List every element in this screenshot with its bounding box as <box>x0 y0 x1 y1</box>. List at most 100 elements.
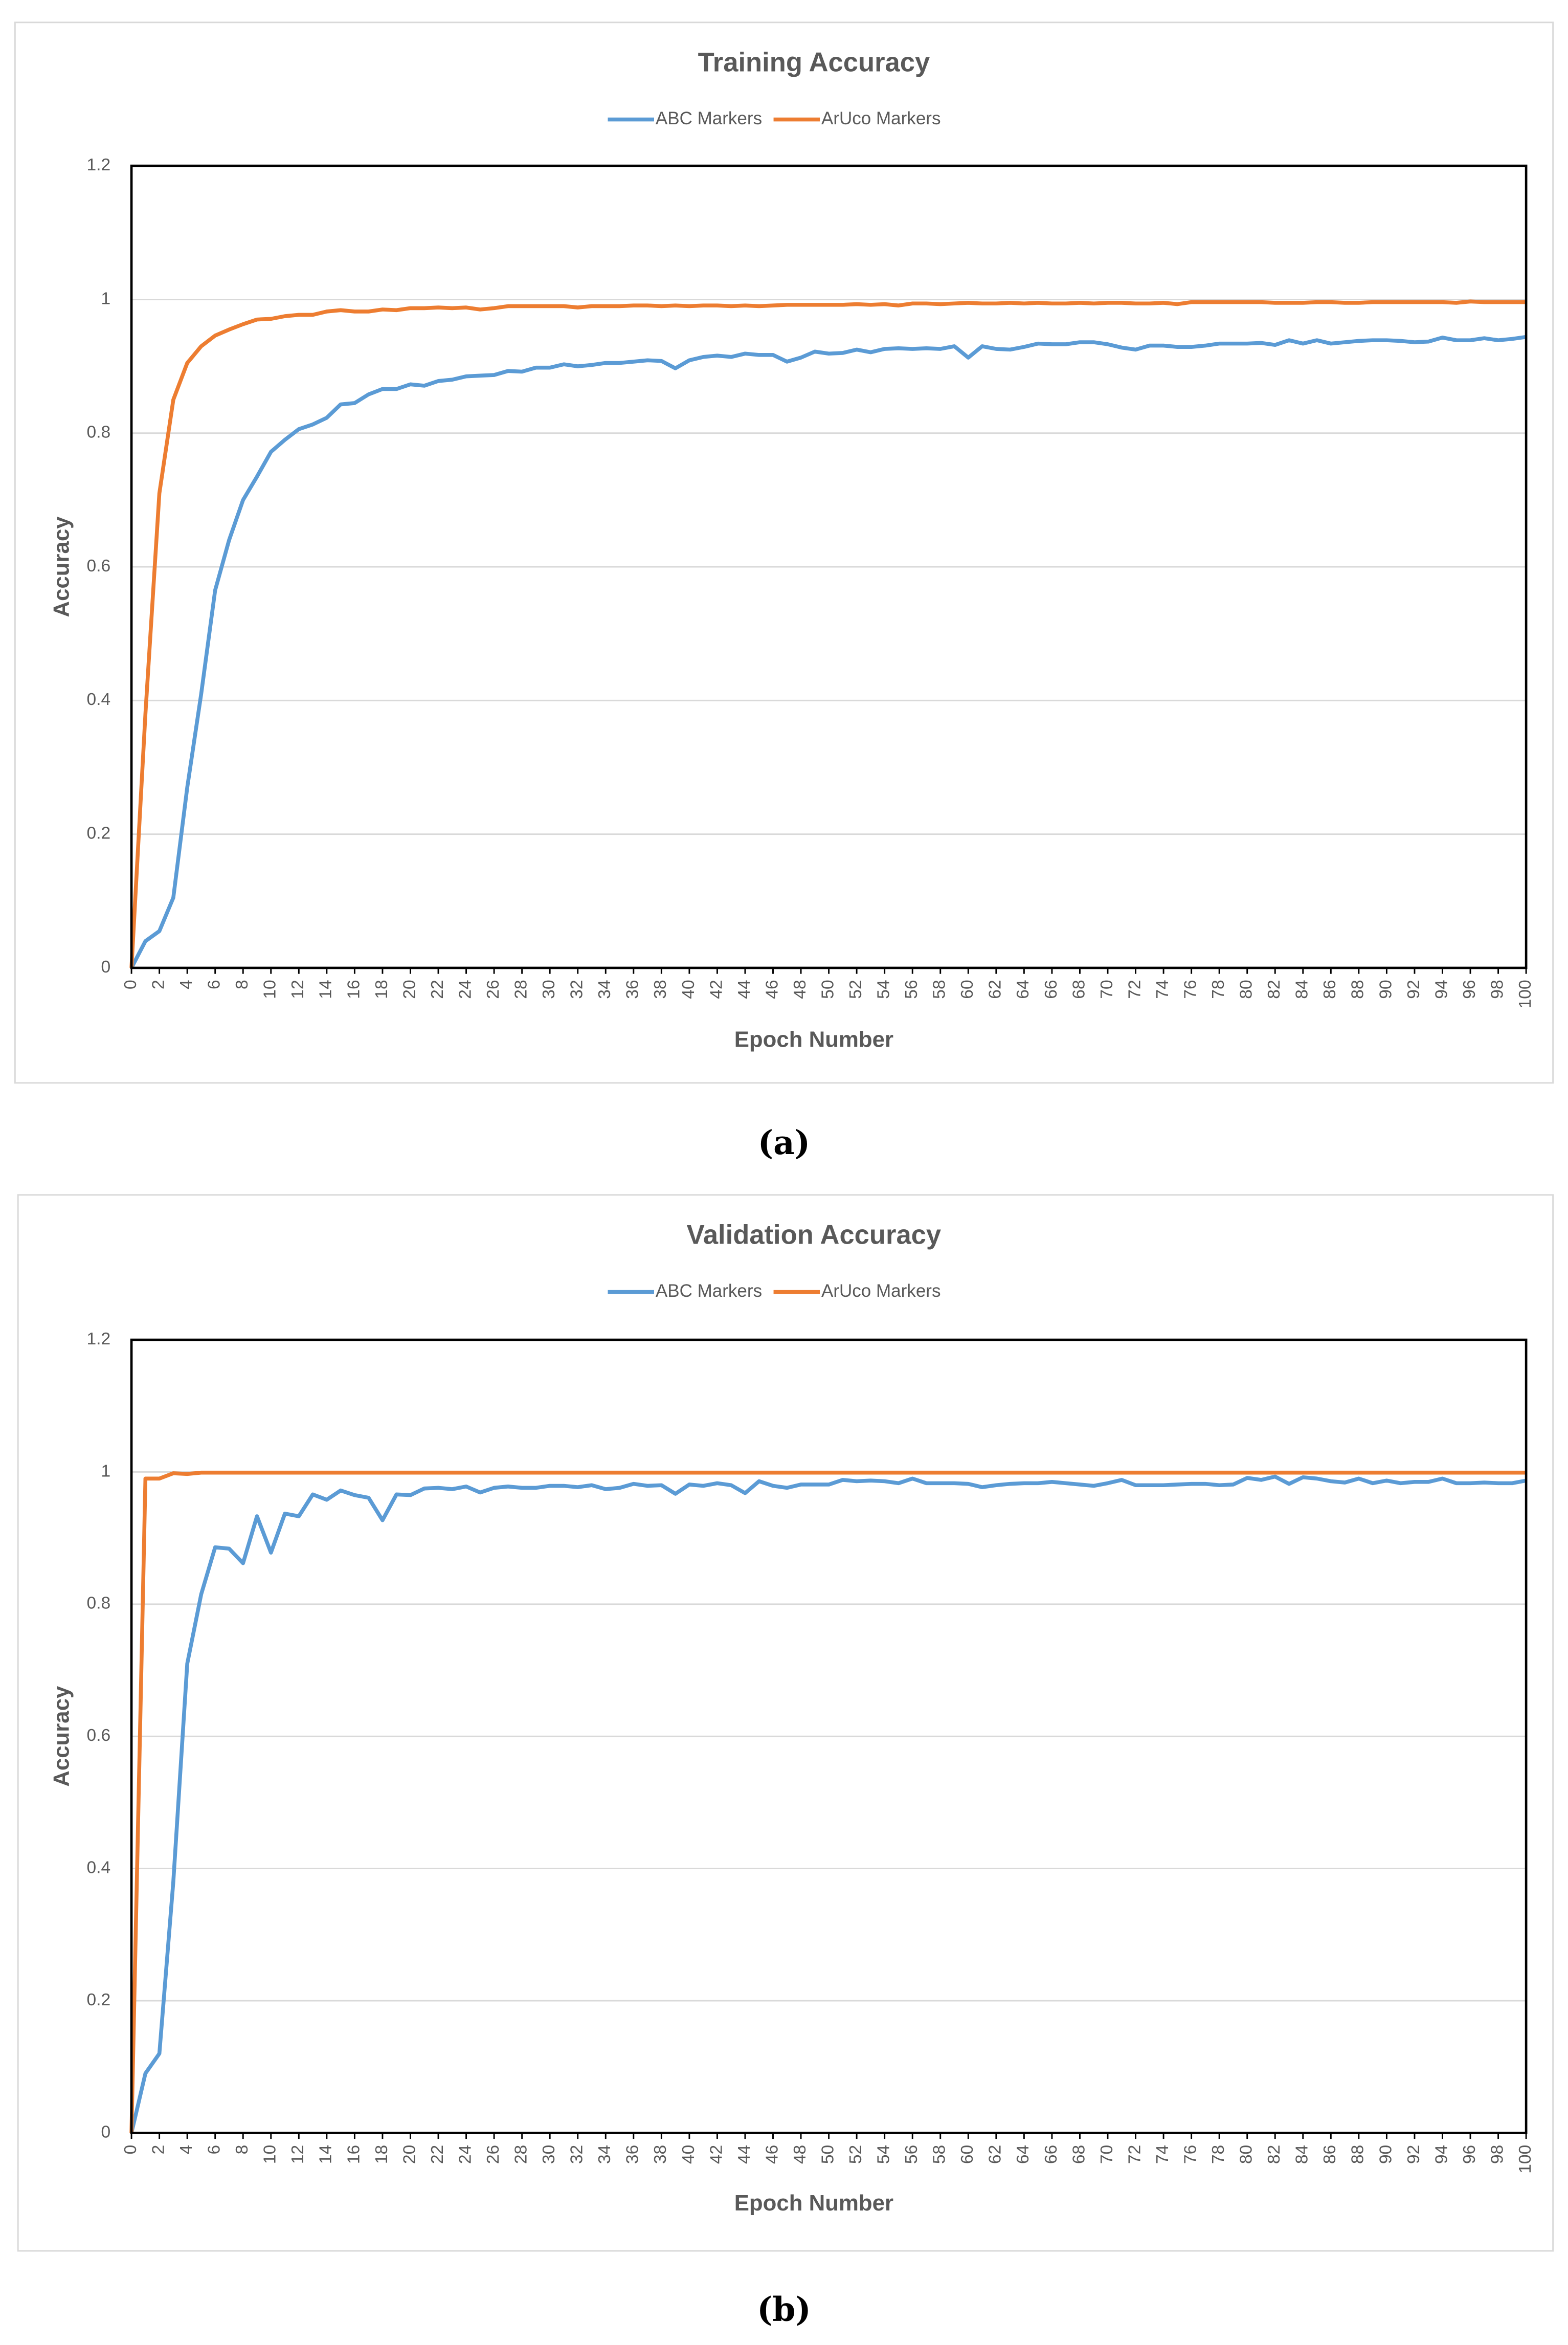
x-tick-label: 18 <box>372 2145 391 2164</box>
x-tick-label: 54 <box>875 2145 893 2164</box>
x-tick-label: 52 <box>846 980 865 999</box>
x-tick-label: 76 <box>1181 980 1200 999</box>
x-tick-label: 22 <box>428 980 447 999</box>
x-tick-label: 16 <box>344 2145 363 2164</box>
series-line <box>129 299 1527 968</box>
legend-label: ABC Markers <box>656 1281 762 1301</box>
x-tick-label: 72 <box>1125 2145 1144 2164</box>
x-tick-label: 12 <box>288 2145 307 2164</box>
x-tick-label: 54 <box>875 980 893 999</box>
x-tick-label: 14 <box>317 2145 335 2164</box>
x-tick-label: 98 <box>1488 2145 1507 2164</box>
chart-title: Training Accuracy <box>698 47 930 77</box>
x-tick-label: 56 <box>902 980 921 999</box>
x-tick-label: 4 <box>177 2145 196 2155</box>
y-tick-label: 1.2 <box>87 1330 111 1348</box>
x-tick-label: 34 <box>595 980 614 999</box>
x-tick-label: 2 <box>149 2145 168 2155</box>
x-tick-label: 58 <box>930 2145 949 2164</box>
x-tick-label: 78 <box>1209 980 1228 999</box>
x-tick-label: 100 <box>1516 2145 1535 2174</box>
x-tick-label: 36 <box>623 2145 642 2164</box>
y-tick-label: 0.8 <box>87 1594 111 1613</box>
x-tick-label: 50 <box>818 2145 837 2164</box>
x-tick-label: 38 <box>651 980 670 999</box>
x-tick-label: 6 <box>205 980 224 989</box>
series-line <box>129 1474 1527 2134</box>
x-tick-label: 34 <box>595 2145 614 2164</box>
x-tick-label: 68 <box>1069 980 1088 999</box>
x-tick-label: 12 <box>288 980 307 999</box>
y-tick-label: 0.2 <box>87 824 111 843</box>
x-axis-title: Epoch Number <box>734 2191 893 2216</box>
y-tick-label: 0.4 <box>87 690 111 709</box>
y-tick-label: 1.2 <box>87 156 111 174</box>
x-tick-label: 86 <box>1320 980 1339 999</box>
x-tick-label: 58 <box>930 980 949 999</box>
legend-label: ArUco Markers <box>821 108 940 128</box>
x-tick-label: 32 <box>568 980 587 999</box>
x-tick-label: 60 <box>958 2145 977 2164</box>
x-tick-label: 70 <box>1097 2145 1116 2164</box>
series-line <box>129 335 1527 969</box>
x-tick-label: 24 <box>456 2145 475 2164</box>
x-tick-label: 80 <box>1237 980 1256 999</box>
y-tick-label: 0.2 <box>87 1990 111 2009</box>
x-tick-label: 32 <box>568 2145 587 2164</box>
x-tick-label: 4 <box>177 980 196 989</box>
x-tick-label: 0 <box>121 2145 140 2155</box>
x-tick-label: 62 <box>986 2145 1005 2164</box>
x-tick-label: 40 <box>679 2145 698 2164</box>
y-tick-label: 0 <box>101 958 111 977</box>
x-tick-label: 84 <box>1293 2145 1312 2164</box>
series-line <box>129 1470 1527 2133</box>
y-tick-label: 0.6 <box>87 557 111 576</box>
y-tick-label: 1 <box>101 289 111 308</box>
x-tick-label: 46 <box>763 980 781 999</box>
caption: (b) <box>757 2290 811 2329</box>
y-tick-label: 1 <box>101 1462 111 1480</box>
x-tick-label: 66 <box>1042 2145 1061 2164</box>
x-tick-label: 44 <box>735 980 754 999</box>
x-tick-label: 88 <box>1349 2145 1368 2164</box>
x-tick-label: 28 <box>512 2145 531 2164</box>
plot-border <box>130 164 1528 969</box>
x-tick-label: 10 <box>261 2145 280 2164</box>
x-tick-label: 50 <box>818 980 837 999</box>
x-tick-label: 36 <box>623 980 642 999</box>
x-tick-label: 56 <box>902 2145 921 2164</box>
x-tick-label: 26 <box>484 980 503 999</box>
caption: (a) <box>758 1124 810 1162</box>
x-tick-label: 80 <box>1237 2145 1256 2164</box>
x-tick-label: 0 <box>121 980 140 989</box>
x-tick-label: 82 <box>1265 980 1284 999</box>
chart-frame <box>14 21 1554 1084</box>
y-tick-label: 0.6 <box>87 1726 111 1745</box>
x-tick-label: 96 <box>1460 980 1479 999</box>
x-tick-label: 98 <box>1488 980 1507 999</box>
x-tick-label: 92 <box>1404 980 1423 999</box>
chart-frame <box>17 1194 1554 2252</box>
x-tick-label: 72 <box>1125 980 1144 999</box>
x-tick-label: 26 <box>484 2145 503 2164</box>
plot-border <box>130 1338 1528 2134</box>
x-tick-label: 68 <box>1069 2145 1088 2164</box>
x-tick-label: 66 <box>1042 980 1061 999</box>
x-tick-label: 38 <box>651 2145 670 2164</box>
x-tick-label: 20 <box>400 980 419 999</box>
x-tick-label: 8 <box>233 980 252 989</box>
x-tick-label: 44 <box>735 2145 754 2164</box>
x-tick-label: 52 <box>846 2145 865 2164</box>
x-tick-label: 88 <box>1349 980 1368 999</box>
x-tick-label: 100 <box>1516 980 1535 1008</box>
x-axis-title: Epoch Number <box>734 1027 893 1052</box>
x-tick-label: 62 <box>986 980 1005 999</box>
y-tick-label: 0 <box>101 2122 111 2141</box>
x-tick-label: 94 <box>1432 980 1451 999</box>
y-axis-title: Accuracy <box>49 516 74 617</box>
x-tick-label: 86 <box>1320 2145 1339 2164</box>
x-tick-label: 2 <box>149 980 168 989</box>
x-tick-label: 90 <box>1376 980 1395 999</box>
